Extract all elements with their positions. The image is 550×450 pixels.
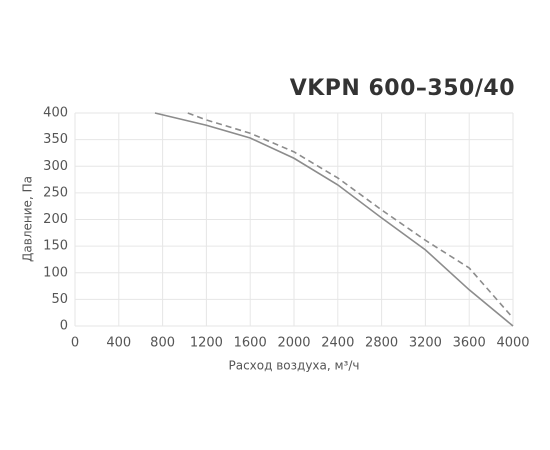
x-tick-label: 800 bbox=[150, 336, 175, 351]
x-tick-label: 400 bbox=[106, 336, 131, 351]
x-tick-label: 3600 bbox=[453, 336, 486, 351]
x-axis-label: Расход воздуха, м³/ч bbox=[228, 359, 359, 373]
x-tick-label: 0 bbox=[71, 336, 79, 351]
y-tick-label: 50 bbox=[51, 292, 68, 307]
x-tick-label: 2000 bbox=[277, 336, 310, 351]
y-tick-label: 0 bbox=[60, 319, 68, 334]
y-tick-label: 100 bbox=[43, 265, 68, 280]
y-tick-label: 300 bbox=[43, 159, 68, 174]
x-tick-label: 2800 bbox=[365, 336, 398, 351]
chart-title: VKPN 600–350/40 bbox=[290, 76, 515, 101]
series-line bbox=[154, 112, 514, 327]
x-tick-label: 1600 bbox=[234, 336, 267, 351]
x-tick-label: 1200 bbox=[190, 336, 223, 351]
x-tick-label: 4000 bbox=[496, 336, 529, 351]
x-tick-label: 3200 bbox=[409, 336, 442, 351]
y-tick-label: 150 bbox=[43, 239, 68, 254]
series-line bbox=[187, 112, 514, 319]
y-tick-label: 200 bbox=[43, 212, 68, 227]
y-axis-label: Давление, Па bbox=[21, 176, 35, 262]
x-tick-label: 2400 bbox=[321, 336, 354, 351]
y-tick-label: 250 bbox=[43, 185, 68, 200]
y-tick-label: 350 bbox=[43, 132, 68, 147]
y-tick-label: 400 bbox=[43, 106, 68, 121]
